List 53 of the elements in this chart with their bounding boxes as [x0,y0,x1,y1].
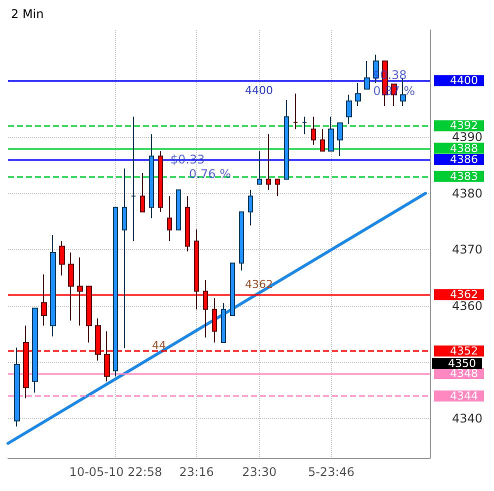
candlestick [346,94,352,125]
candlestick [32,308,38,394]
text: 4362 [450,288,478,302]
ref-line-label: 4388 [450,142,478,155]
candlestick [337,122,343,157]
candlestick [293,93,298,130]
candlestick [131,116,136,242]
x-tick-label: 23:16 [179,465,214,479]
annotation: 44 [152,339,166,352]
candlestick [221,302,226,344]
candlestick [275,178,280,197]
candlestick [140,172,145,212]
ref-line-label: 4386 [450,153,478,166]
y-tick-label: 4390 [452,130,483,144]
candlestick [158,150,163,212]
text: 4350 [448,357,476,370]
candlestick [302,116,307,135]
ref-line-label: 4383 [450,170,478,183]
candlestick [122,168,127,349]
ref-line-label: 4392 [450,119,478,132]
candlestick [59,240,65,276]
x-tick-label: 10-05-10 22:58 [69,465,162,479]
ref-line-label: 4362 [245,278,273,291]
candlestick [239,211,244,271]
candlestick [257,150,262,185]
candlestick [248,189,253,226]
candlestick [176,189,181,230]
ref-line-label: 4352 [450,344,478,358]
y-tick-label: 4340 [452,412,483,426]
candlestick [212,298,217,344]
candlestick [167,196,172,242]
y-tick-label: 4380 [452,186,483,200]
candlestick [328,116,334,152]
candlestick [185,196,190,252]
candlestick [311,116,316,146]
candlestick [230,262,235,316]
candlestick [320,128,325,152]
candlestick [284,99,289,180]
x-tick-label: 5-23:46 [308,465,355,479]
y-tick-label: 4370 [452,242,483,257]
candlestick [50,234,56,337]
candlestick [149,134,154,219]
ref-line-label: 4400 [245,84,273,97]
chart-title: 2 Min [11,7,44,21]
y-tick-label: 4360 [452,298,483,313]
text: 4400 [450,74,478,88]
candlestick [355,82,361,107]
x-tick-label: 23:30 [242,465,277,479]
candlestick [364,60,370,90]
candlestick [14,347,20,427]
ref-line-label: 4348 [450,367,478,380]
ref-line-label: 4344 [450,390,478,403]
candlestick [266,134,271,190]
